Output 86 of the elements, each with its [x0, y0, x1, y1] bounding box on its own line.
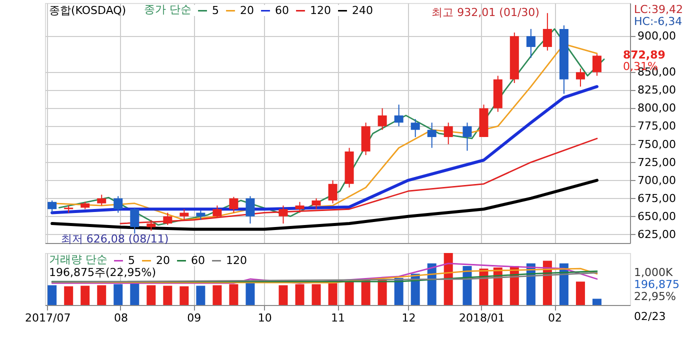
legend-label: 120: [226, 254, 247, 267]
bar: [180, 286, 189, 305]
legend-label: 60: [191, 254, 205, 267]
candlestick: [592, 54, 602, 76]
x-tick-label: 2018/01: [459, 312, 505, 324]
annotation: 최저 626,08 (08/11): [60, 232, 169, 246]
legend-label: 5: [128, 254, 135, 267]
candlestick: [526, 28, 536, 58]
line-series: [50, 178, 598, 231]
legend-label: 60: [275, 4, 289, 17]
y-tick-label: 825,00: [638, 84, 676, 97]
candlestick: [542, 12, 552, 52]
bar: [295, 284, 304, 305]
legend-label: 20: [240, 4, 254, 17]
y-tick-label: 675,00: [638, 192, 676, 205]
bar: [312, 284, 321, 305]
legend-label: 20: [156, 254, 170, 267]
x-tick-label: 09: [187, 312, 202, 324]
y-tick-label: 900,00: [638, 30, 676, 43]
text: 196,875: [634, 278, 680, 291]
candlestick: [378, 108, 387, 130]
x-tick-label: 11: [331, 312, 345, 324]
y-tick-label: 625,00: [638, 228, 676, 241]
legend-label: 240: [352, 4, 373, 17]
y-tick-label: 775,00: [638, 120, 676, 133]
chart-title: 종합(KOSDAQ): [49, 4, 126, 17]
line-series: [50, 85, 598, 214]
bar: [48, 285, 57, 305]
legend-title: 종가 단순: [144, 3, 192, 16]
candlestick: [295, 201, 304, 214]
y-tick-label: 700,00: [638, 174, 676, 187]
candlestick: [444, 122, 453, 145]
bar: [212, 285, 222, 305]
bar: [328, 283, 338, 305]
candlestick: [196, 210, 206, 220]
x-tick-label: 10: [258, 312, 272, 324]
annotation: 최고 932,01 (01/30): [432, 6, 540, 20]
candlestick: [97, 194, 106, 206]
candlestick: [130, 207, 140, 234]
x-tick-label: 08: [114, 312, 128, 324]
bar: [114, 284, 123, 305]
candlestick: [427, 122, 436, 148]
bar: [163, 286, 172, 305]
annotation: 196,875주(22,95%): [49, 266, 156, 279]
bar: [64, 286, 74, 305]
text: 22,95%: [634, 290, 676, 303]
text: HC:-6,34: [634, 15, 682, 28]
y-tick-label: 725,00: [638, 156, 676, 169]
candlestick: [410, 118, 420, 138]
bar: [246, 282, 255, 305]
bar: [344, 282, 354, 305]
candlestick: [229, 196, 238, 214]
y-tick-label: 750,00: [638, 138, 676, 151]
bar: [444, 253, 453, 305]
bar: [196, 286, 206, 305]
candlestick: [576, 68, 585, 88]
candlestick: [462, 122, 472, 152]
bar: [130, 282, 140, 305]
legend-label: 120: [310, 4, 331, 17]
text: 1,000K: [634, 266, 674, 279]
candlestick: [180, 208, 189, 220]
legend-title: 거래량 단순: [49, 253, 108, 266]
candlestick: [394, 104, 404, 127]
x-tick-label: 12: [402, 312, 416, 324]
y-tick-label: 650,00: [638, 210, 676, 223]
bar: [576, 282, 585, 305]
bar: [592, 298, 602, 305]
bar: [80, 286, 90, 305]
bar: [229, 284, 238, 305]
bar: [97, 285, 106, 305]
x-tick-label: 2017/07: [25, 312, 71, 324]
candlestick: [212, 205, 222, 218]
bar: [394, 278, 404, 305]
bar: [278, 285, 288, 305]
candlestick: [246, 196, 255, 224]
candlestick: [328, 180, 338, 204]
candlestick: [312, 198, 321, 210]
annotation: 872,89: [622, 48, 666, 62]
legend-label: 5: [212, 4, 219, 17]
text: LC:39,42: [634, 3, 684, 16]
bar: [146, 285, 156, 305]
candlestick: [48, 200, 57, 214]
x-tick-label: 02: [548, 312, 562, 324]
candlestick: [114, 196, 123, 214]
text: 02/23: [634, 310, 666, 323]
y-tick-label: 800,00: [638, 102, 676, 115]
